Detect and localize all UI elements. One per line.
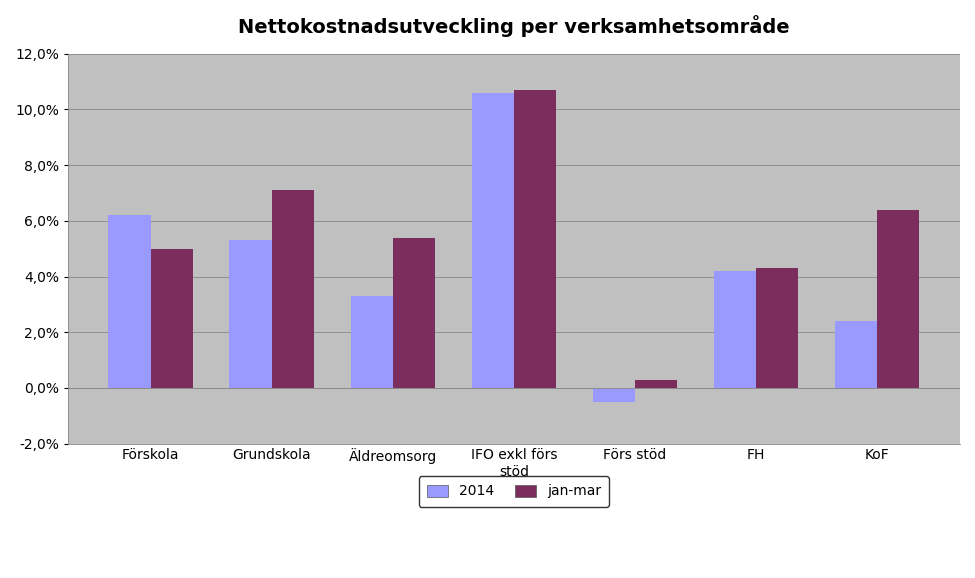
Bar: [108, 215, 151, 388]
Bar: [714, 271, 756, 388]
Bar: [229, 240, 272, 388]
Bar: [756, 268, 799, 388]
Bar: [593, 388, 635, 402]
Legend: 2014, jan-mar: 2014, jan-mar: [418, 476, 609, 507]
Bar: [393, 238, 435, 388]
Bar: [272, 190, 314, 388]
Bar: [151, 249, 193, 388]
Title: Nettokostnadsutveckling per verksamhetsområde: Nettokostnadsutveckling per verksamhetso…: [238, 15, 790, 37]
Bar: [472, 93, 514, 388]
Bar: [835, 321, 878, 388]
Bar: [635, 380, 678, 388]
Bar: [351, 296, 393, 388]
Bar: [514, 90, 557, 388]
Bar: [878, 210, 919, 388]
